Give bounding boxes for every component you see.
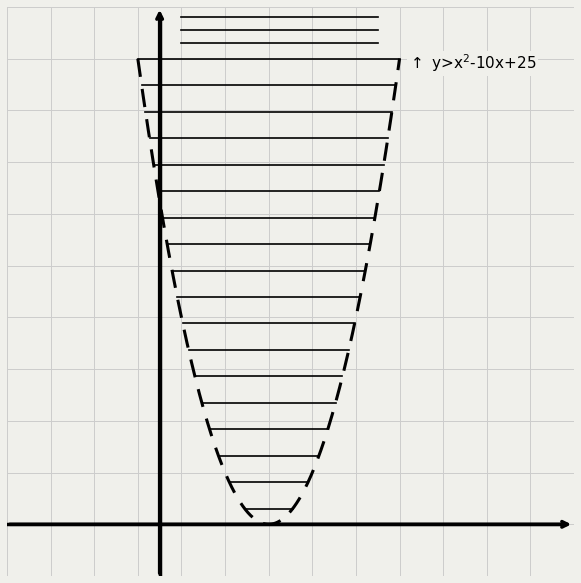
Text: $\uparrow$ y>x$^2$-10x+25: $\uparrow$ y>x$^2$-10x+25 <box>408 52 537 74</box>
